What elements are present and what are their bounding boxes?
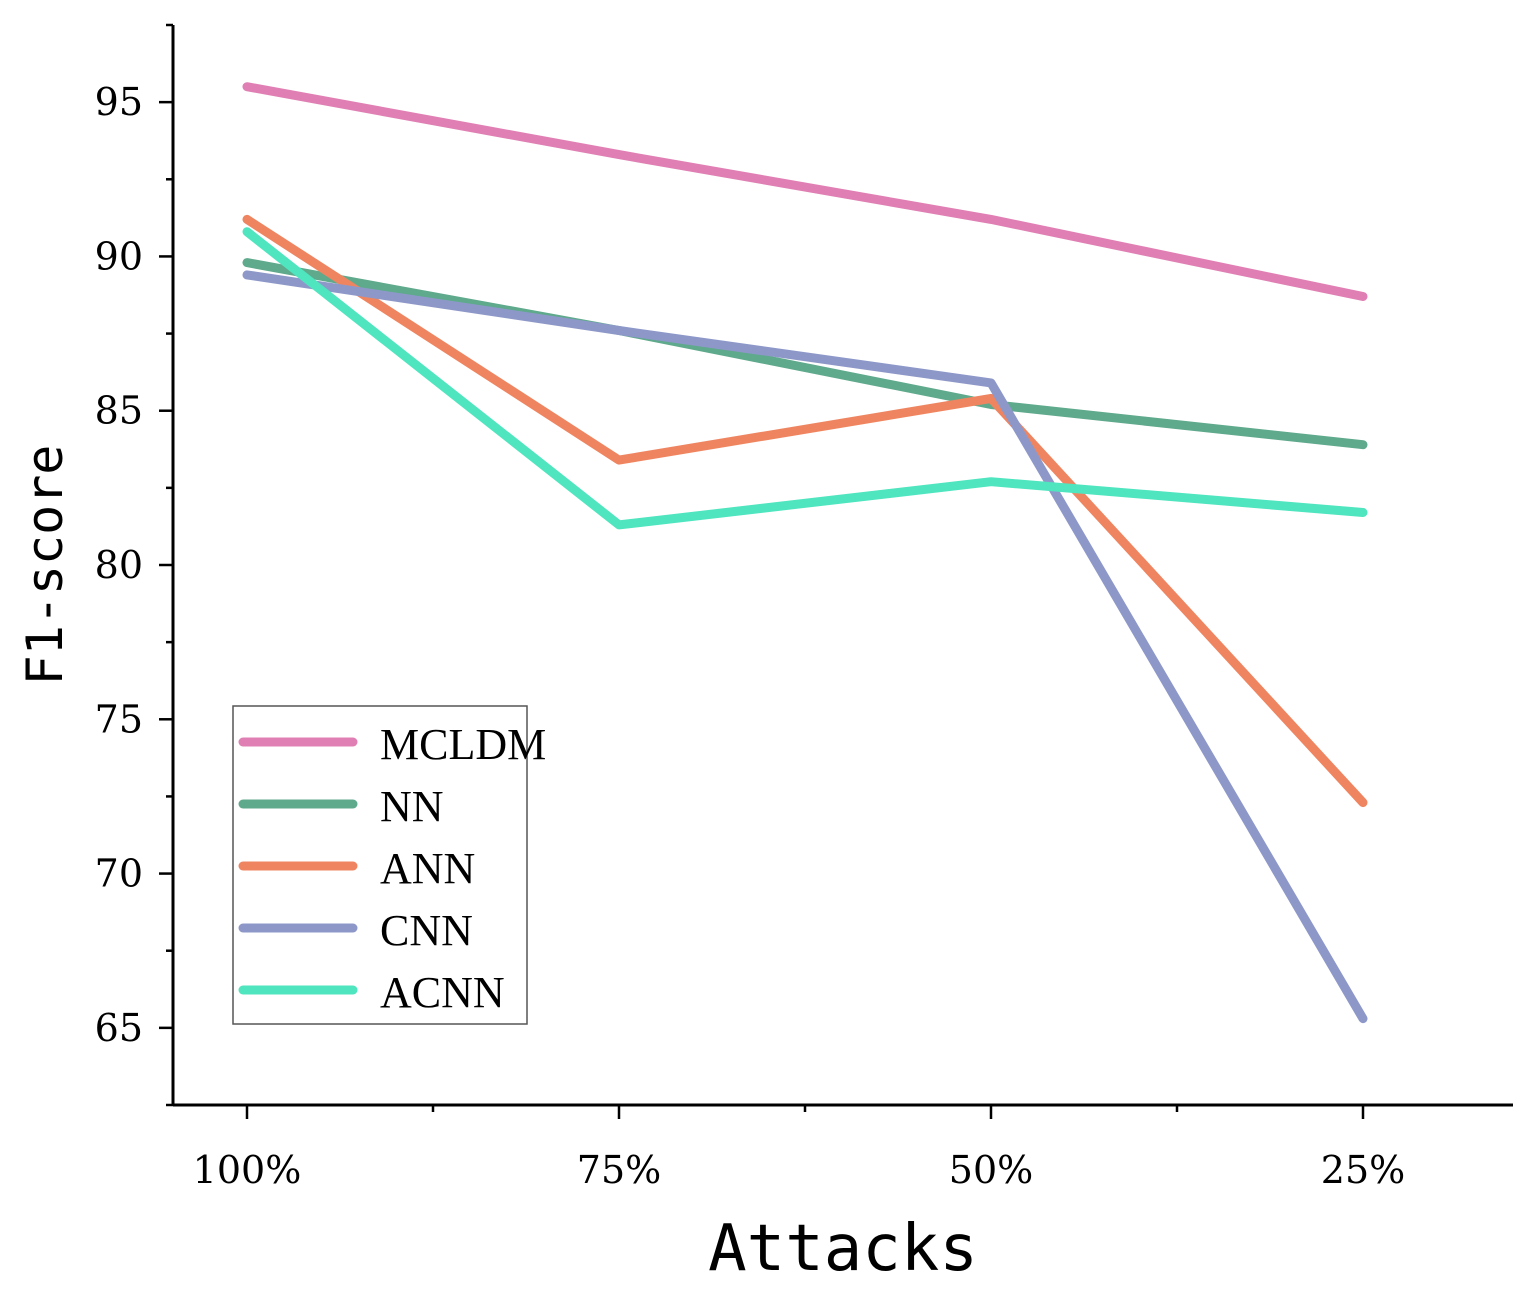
- y-tick-label: 70: [95, 852, 143, 896]
- x-tick-label: 25%: [1321, 1148, 1405, 1192]
- x-axis-ticks: 100% 75% 50% 25%: [193, 1105, 1405, 1192]
- series-line-ann: [242, 214, 1368, 808]
- y-tick-label: 75: [95, 697, 143, 741]
- legend-label-nn: NN: [380, 782, 444, 831]
- y-tick-label: 95: [95, 80, 143, 124]
- series-line-nn: [242, 258, 1368, 450]
- series-line-acnn: [242, 227, 1368, 530]
- series-line-mcldm: [242, 82, 1368, 301]
- series-line-cnn: [242, 270, 1368, 1024]
- x-tick-label: 100%: [193, 1148, 302, 1192]
- y-axis-ticks: 65 70 75 80 85 90 95: [95, 23, 173, 1107]
- series-lines: [242, 82, 1368, 1024]
- y-tick-label: 90: [95, 234, 143, 278]
- legend-label-ann: ANN: [380, 844, 475, 893]
- y-axis-title: F1-score: [16, 445, 74, 686]
- y-tick-label: 80: [95, 543, 143, 587]
- x-tick-label: 75%: [577, 1148, 661, 1192]
- legend: MCLDM NN ANN CNN ACNN: [232, 705, 546, 1025]
- x-axis-title: Attacks: [708, 1212, 978, 1286]
- legend-label-acnn: ACNN: [380, 968, 505, 1017]
- y-tick-label: 65: [95, 1006, 143, 1050]
- y-tick-label: 85: [95, 389, 143, 433]
- x-tick-label: 50%: [949, 1148, 1033, 1192]
- legend-label-cnn: CNN: [380, 906, 473, 955]
- legend-label-mcldm: MCLDM: [380, 720, 546, 769]
